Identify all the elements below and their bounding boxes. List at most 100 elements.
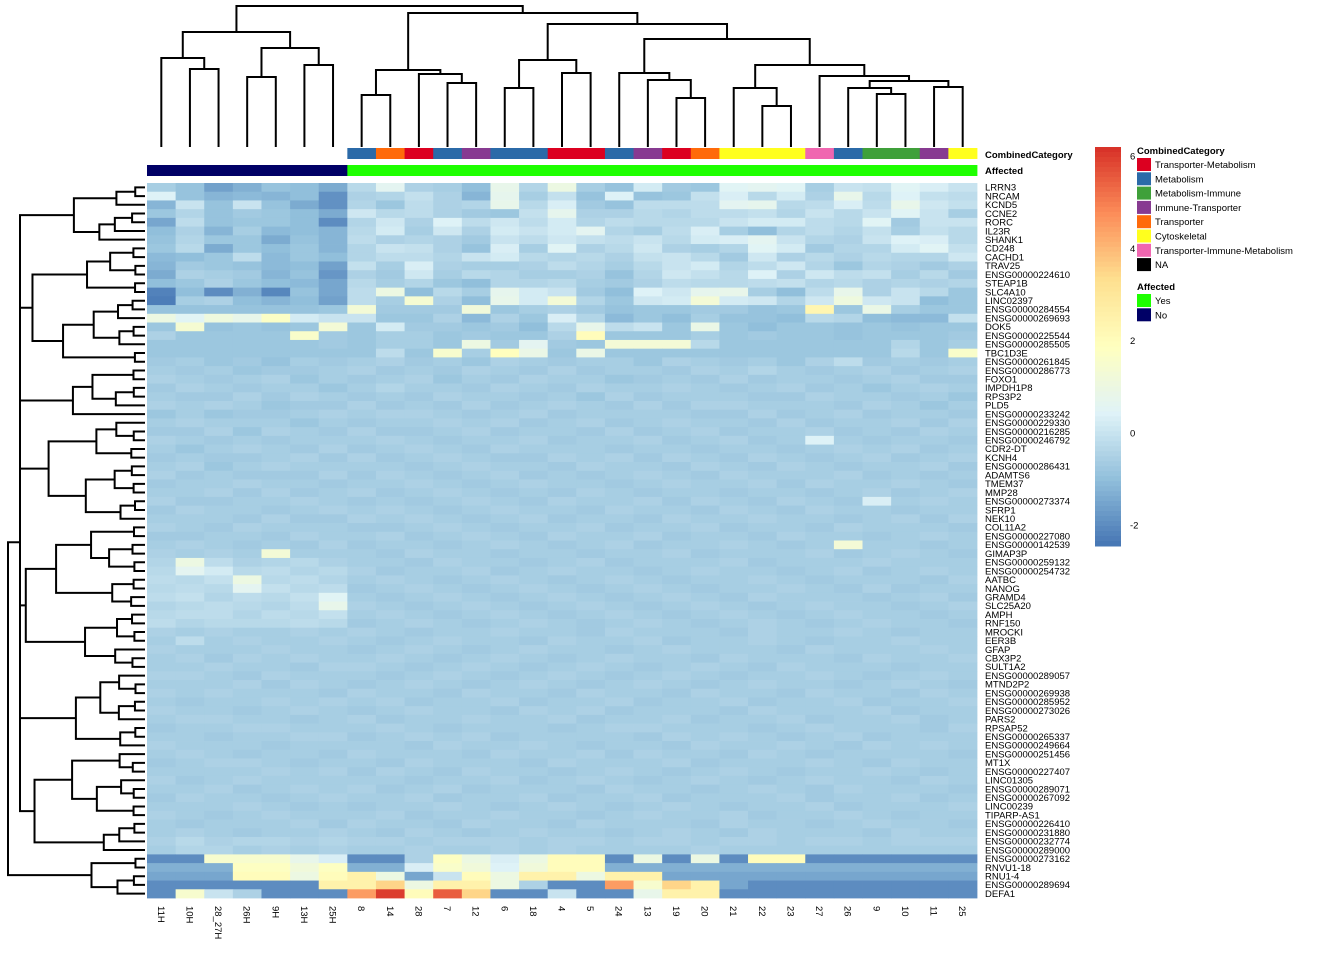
heatmap-cell: [547, 566, 577, 576]
heatmap-cell: [662, 392, 692, 402]
heatmap-cell: [547, 618, 577, 629]
heatmap-cell: [490, 636, 520, 646]
heatmap-cell: [547, 531, 577, 541]
heatmap-cell: [261, 409, 291, 419]
heatmap-cell: [748, 601, 778, 611]
heatmap-cell: [633, 400, 663, 411]
heatmap-cell: [862, 235, 892, 245]
heatmap-cell: [776, 453, 806, 463]
heatmap-cell: [633, 557, 663, 568]
heatmap-cell: [290, 749, 320, 759]
heatmap-cell: [519, 854, 549, 864]
row-label: ENSG00000227080: [985, 531, 1070, 542]
heatmap-cell: [232, 741, 262, 751]
heatmap-cell: [719, 566, 749, 576]
row-dendrogram-branch: [19, 604, 76, 720]
row-label: ENSG00000249664: [985, 741, 1070, 752]
heatmap-cell: [204, 584, 234, 594]
heatmap-cell: [461, 697, 491, 707]
heatmap-cell: [404, 636, 434, 646]
heatmap-cell: [433, 802, 463, 812]
heatmap-cell: [490, 871, 520, 881]
heatmap-cell: [375, 784, 405, 794]
heatmap-cell: [719, 453, 749, 463]
heatmap-cell: [633, 453, 663, 463]
column-label: 25H: [327, 906, 338, 924]
heatmap-cell: [261, 662, 291, 672]
heatmap-cell: [748, 313, 778, 323]
heatmap-cell: [175, 828, 205, 838]
heatmap-cell: [891, 688, 921, 698]
heatmap-cell: [776, 244, 806, 254]
row-dendrogram-branch: [118, 827, 145, 843]
heatmap-cell: [633, 575, 663, 585]
heatmap-cell: [490, 557, 520, 568]
heatmap-cell: [776, 854, 806, 864]
heatmap-cell: [919, 191, 949, 201]
heatmap-cell: [576, 374, 606, 384]
heatmap-cell: [919, 645, 949, 655]
heatmap-cell: [318, 549, 348, 559]
heatmap-cell: [948, 409, 978, 419]
row-label: DOK5: [985, 322, 1011, 333]
heatmap-cell: [232, 714, 262, 725]
heatmap-cell: [490, 470, 520, 480]
heatmap-cell: [147, 784, 177, 794]
heatmap-cell: [604, 845, 634, 855]
heatmap-cell: [719, 645, 749, 655]
heatmap-cell: [862, 549, 892, 559]
heatmap-cell: [490, 531, 520, 541]
heatmap-cell: [776, 863, 806, 873]
heatmap-cell: [318, 270, 348, 280]
heatmap-cell: [147, 592, 177, 602]
heatmap-cell: [833, 784, 863, 794]
heatmap-cell: [776, 784, 806, 794]
row-label: ENSG00000233242: [985, 409, 1070, 420]
heatmap-cell: [261, 191, 291, 201]
heatmap-cell: [805, 575, 835, 585]
heatmap-cell: [776, 270, 806, 280]
heatmap-cell: [404, 348, 434, 358]
heatmap-cell: [576, 889, 606, 899]
heatmap-cell: [433, 418, 463, 428]
heatmap-cell: [404, 828, 434, 838]
heatmap-cell: [375, 505, 405, 515]
heatmap-cell: [519, 741, 549, 751]
heatmap-cell: [919, 200, 949, 210]
heatmap-cell: [862, 427, 892, 437]
heatmap-cell: [833, 523, 863, 533]
heatmap-cell: [862, 444, 892, 454]
heatmap-cell: [633, 723, 663, 733]
affected-annotation-cell: [833, 165, 863, 176]
heatmap-cell: [633, 819, 663, 829]
heatmap-cell: [232, 523, 262, 533]
heatmap-cell: [576, 209, 606, 219]
heatmap-cell: [662, 540, 692, 550]
heatmap-cell: [347, 662, 377, 672]
heatmap-cell: [891, 618, 921, 629]
heatmap-cell: [318, 383, 348, 393]
heatmap-cell: [805, 531, 835, 541]
heatmap-cell: [662, 662, 692, 672]
heatmap-cell: [147, 348, 177, 358]
heatmap-cell: [175, 209, 205, 219]
category-annotation-cell: [404, 148, 434, 159]
heatmap-cell: [232, 767, 262, 777]
heatmap-cell: [519, 296, 549, 306]
heatmap-cell: [547, 209, 577, 219]
heatmap-cell: [318, 470, 348, 480]
heatmap-cell: [891, 409, 921, 419]
heatmap-cell: [776, 627, 806, 637]
heatmap-cell: [547, 183, 577, 193]
heatmap-cell: [175, 618, 205, 629]
column-label: 18: [527, 906, 538, 917]
column-dendrogram-branch: [503, 87, 535, 147]
heatmap-cell: [690, 819, 720, 829]
heatmap-cell: [862, 183, 892, 193]
heatmap-cell: [547, 523, 577, 533]
heatmap-cell: [261, 749, 291, 759]
heatmap-cell: [433, 819, 463, 829]
heatmap-cell: [147, 296, 177, 306]
heatmap-cell: [919, 209, 949, 219]
heatmap-cell: [204, 732, 234, 742]
